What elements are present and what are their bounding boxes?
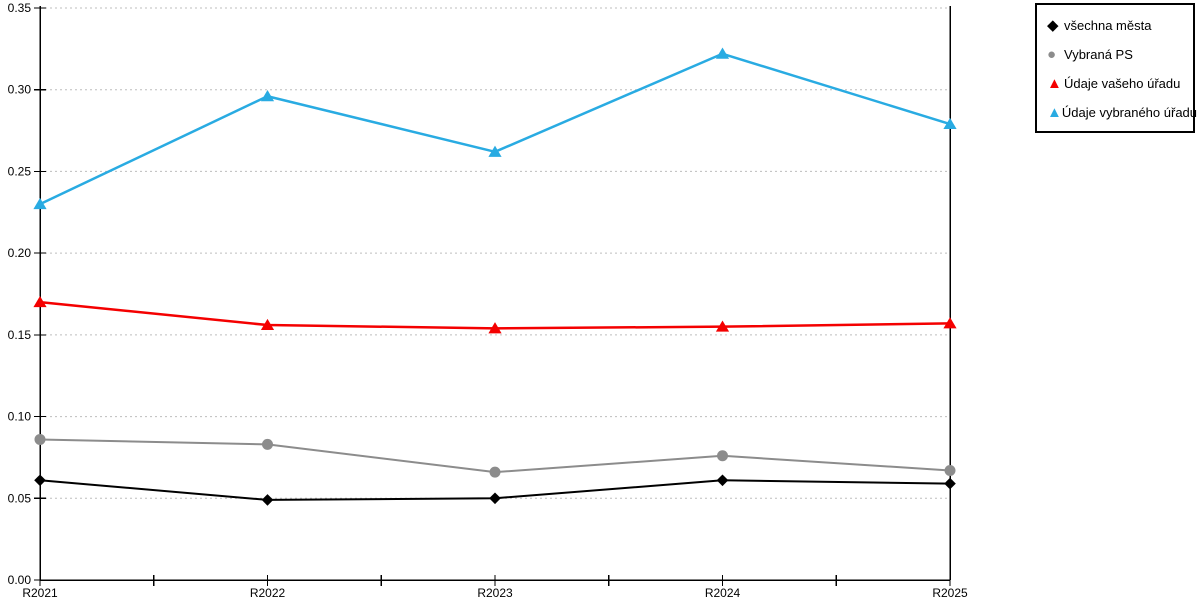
data-point-marker <box>715 320 730 332</box>
data-point-marker <box>260 318 275 331</box>
legend-item: ● Vybraná PS <box>1047 43 1185 65</box>
data-point-marker <box>34 433 46 445</box>
y-tick-label: 0.25 <box>8 164 32 178</box>
y-tick-label: 0.30 <box>8 83 32 97</box>
legend-label: všechna města <box>1064 17 1152 33</box>
legend-item: ▲ Údaje vašeho úřadu <box>1047 72 1185 94</box>
legend-label: Údaje vašeho úřadu <box>1064 75 1181 91</box>
data-point-marker <box>944 465 956 477</box>
y-tick-label: 0.20 <box>8 246 32 260</box>
data-point-marker <box>262 438 273 450</box>
legend-item: ◆ všechna města <box>1047 14 1185 36</box>
data-point-marker <box>260 90 275 102</box>
triangle-marker-icon: ▲ <box>1047 103 1062 121</box>
data-point-marker <box>715 47 730 59</box>
data-point-marker <box>33 197 47 210</box>
data-point-marker <box>488 145 502 157</box>
y-tick-label: 0.35 <box>8 1 32 15</box>
legend-item: ▲ Údaje vybraného úřadu <box>1047 101 1197 123</box>
data-point-marker <box>489 492 501 505</box>
y-tick-label: 0.00 <box>8 573 32 587</box>
triangle-marker-icon: ▲ <box>1047 74 1062 92</box>
x-tick-label: R2022 <box>250 586 286 600</box>
y-tick-label: 0.05 <box>8 491 32 505</box>
data-point-marker <box>716 474 729 487</box>
x-tick-label: R2021 <box>22 586 58 600</box>
data-point-marker <box>488 322 502 334</box>
data-point-marker <box>33 295 47 308</box>
data-point-marker <box>261 494 274 506</box>
x-tick-label: R2024 <box>705 586 741 600</box>
circle-marker-icon: ● <box>1047 45 1057 63</box>
legend-label: Vybraná PS <box>1064 46 1133 62</box>
legend-label: Údaje vybraného úřadu <box>1061 104 1198 120</box>
diamond-marker-icon: ◆ <box>1047 16 1059 34</box>
x-tick-label: R2023 <box>477 586 513 600</box>
data-point-marker <box>943 317 957 329</box>
y-tick-label: 0.15 <box>8 328 32 342</box>
y-tick-label: 0.10 <box>8 410 32 424</box>
series-line <box>39 52 951 206</box>
legend: ◆ všechna města ● Vybraná PS ▲ Údaje vaš… <box>1035 3 1197 133</box>
data-point-marker <box>943 117 957 130</box>
data-point-marker <box>34 474 46 487</box>
data-point-marker <box>944 477 956 490</box>
x-tick-label: R2025 <box>932 586 968 600</box>
data-point-marker <box>717 450 728 462</box>
data-point-marker <box>489 466 501 478</box>
